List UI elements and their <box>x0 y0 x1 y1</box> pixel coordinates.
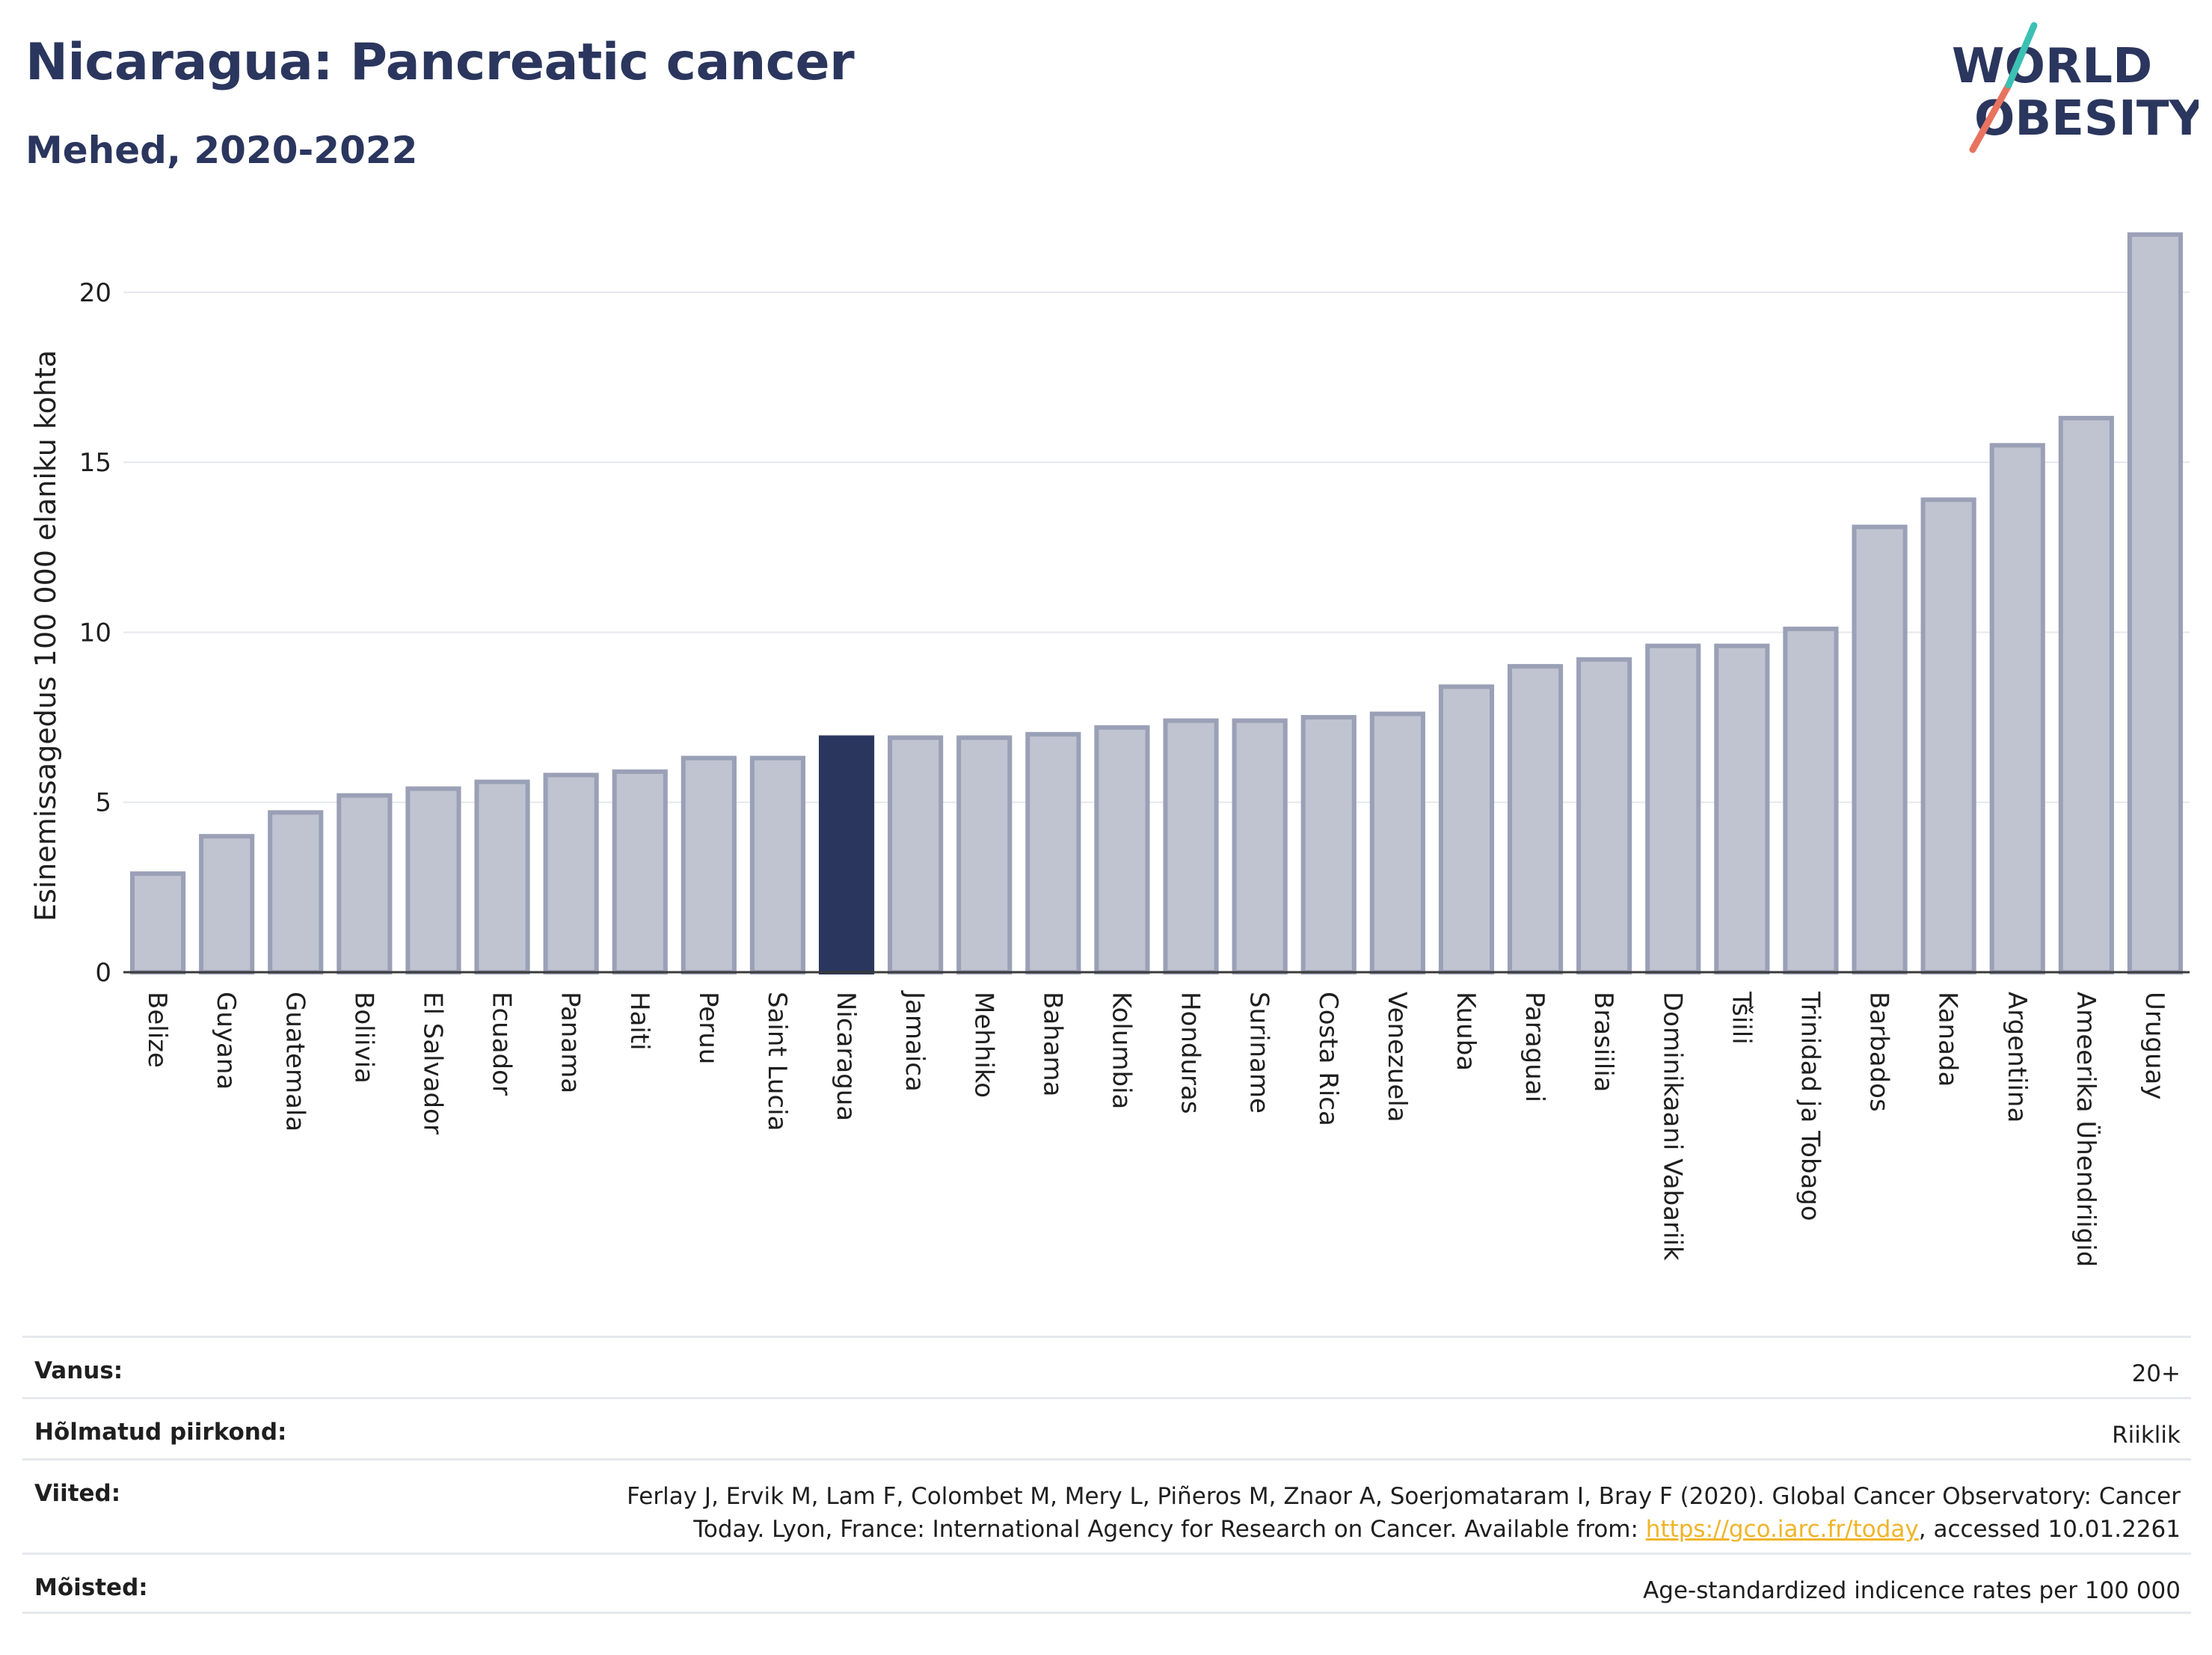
y-tick-label: 10 <box>79 618 111 648</box>
x-tick-label: Ecuador <box>487 992 517 1096</box>
bar-venezuela[interactable] <box>1369 711 1425 975</box>
bar-boliivia[interactable] <box>337 793 393 974</box>
bar-ecuador[interactable] <box>474 779 530 975</box>
x-tick-label: Guatemala <box>280 992 310 1132</box>
x-tick-label: Barbados <box>1864 992 1894 1112</box>
bar-costa-rica[interactable] <box>1300 715 1357 974</box>
y-axis-label: Esinemissagedus 100 000 elaniku kohta <box>29 350 62 921</box>
bar-haiti[interactable] <box>612 769 668 975</box>
meta-label-region: Hõlmatud piirkond: <box>34 1419 287 1446</box>
bar-trinidad-ja-tobago[interactable] <box>1783 626 1839 975</box>
x-axis-labels: Belize Guyana Guatemala Boliivia El Salvador… <box>142 990 2169 1267</box>
x-tick-label: Trinidad ja Tobago <box>1795 991 1825 1221</box>
bar-barbados[interactable] <box>1852 524 1908 974</box>
bar-guyana[interactable] <box>199 834 255 974</box>
bar-saint-lucia[interactable] <box>749 755 806 974</box>
bar-el-salvador[interactable] <box>405 786 461 974</box>
logo-line1: WORLD <box>1952 39 2152 94</box>
bar-suriname[interactable] <box>1232 718 1288 974</box>
bar-guatemala[interactable] <box>268 810 324 975</box>
x-tick-label: Venezuela <box>1382 992 1412 1123</box>
logo-slash-teal <box>2005 22 2038 89</box>
bar-paraguai[interactable] <box>1507 663 1564 975</box>
bar-panama[interactable] <box>543 773 599 974</box>
meta-value-age: 20+ <box>2131 1360 2181 1387</box>
meta-label-definitions: Mõisted: <box>34 1574 148 1601</box>
bar-argentiina[interactable] <box>1989 443 2045 974</box>
meta-row-references: Viited: Ferlay J, Ervik M, Lam F, Colomb… <box>22 1458 2191 1553</box>
x-tick-label: Kuuba <box>1451 992 1481 1071</box>
x-tick-label: Paraguai <box>1520 992 1549 1102</box>
meta-row-age: Vanus: 20+ <box>22 1336 2191 1397</box>
x-tick-label: Costa Rica <box>1313 992 1343 1126</box>
x-tick-label: Argentiina <box>2002 992 2032 1123</box>
bar-mehhiko[interactable] <box>956 735 1013 974</box>
meta-label-age: Vanus: <box>34 1357 123 1384</box>
reference-accessed: , accessed 10.01.2261 <box>1918 1516 2181 1543</box>
y-tick-label: 0 <box>95 958 111 988</box>
meta-value-references: Ferlay J, Ervik M, Lam F, Colombet M, Me… <box>550 1480 2181 1546</box>
x-tick-label: Dominikaani Vabariik <box>1657 992 1687 1261</box>
x-tick-label: Belize <box>142 992 172 1068</box>
gridlines <box>123 291 2190 803</box>
x-tick-label: Kanada <box>1933 992 1963 1087</box>
x-tick-label: Kolumbia <box>1106 992 1136 1109</box>
bars <box>129 232 2184 975</box>
meta-row-region: Hõlmatud piirkond: Riiklik <box>22 1397 2191 1458</box>
bar-kuuba[interactable] <box>1438 684 1495 974</box>
bar-dominikaani-vabariik[interactable] <box>1645 643 1701 974</box>
x-tick-label: Nicaragua <box>831 992 861 1121</box>
chart-subtitle: Mehed, 2020-2022 <box>25 129 418 172</box>
x-tick-label: Brasiilia <box>1588 992 1618 1092</box>
x-tick-label: Boliivia <box>348 992 378 1084</box>
x-tick-label: Ameerika Ühendriigid <box>2071 992 2101 1267</box>
logo-line2: OBESITY <box>1974 91 2199 147</box>
reference-text: Ferlay J, Ervik M, Lam F, Colombet M, Me… <box>627 1483 2181 1543</box>
bar-bahama[interactable] <box>1025 731 1081 974</box>
bar-tšiili[interactable] <box>1714 643 1770 974</box>
metadata-table: Vanus: 20+ Hõlmatud piirkond: Riiklik Vi… <box>22 1336 2191 1614</box>
logo-slash-red <box>1969 82 2012 153</box>
meta-value-region: Riiklik <box>2112 1422 2181 1449</box>
x-tick-label: Suriname <box>1244 992 1274 1114</box>
x-tick-label: Peruu <box>693 992 723 1064</box>
x-tick-label: Panama <box>556 992 586 1093</box>
bar-ameerika-ühendriigid[interactable] <box>2058 416 2114 974</box>
y-tick-label: 20 <box>79 278 111 308</box>
bar-brasiilia[interactable] <box>1576 657 1632 974</box>
meta-value-definitions: Age-standardized indicence rates per 100… <box>1643 1577 2181 1604</box>
y-tick-label: 15 <box>79 448 111 478</box>
reference-link[interactable]: https://gco.iarc.fr/today <box>1645 1516 1919 1543</box>
bar-jamaica[interactable] <box>888 735 944 974</box>
bar-peruu[interactable] <box>681 755 737 974</box>
bar-belize[interactable] <box>129 871 186 974</box>
x-tick-label: El Salvador <box>417 992 447 1134</box>
bar-kanada[interactable] <box>1920 497 1976 974</box>
x-tick-label: Guyana <box>211 992 241 1090</box>
x-tick-label: Mehhiko <box>968 992 998 1098</box>
bar-uruguay[interactable] <box>2127 232 2184 974</box>
meta-label-references: Viited: <box>34 1480 121 1507</box>
bar-chart: 0 5 10 15 20 Belize Guyana Guatemala Boliivia El… <box>29 232 2190 1267</box>
bar-kolumbia[interactable] <box>1094 725 1150 975</box>
x-tick-label: Saint Lucia <box>762 992 792 1131</box>
bar-honduras[interactable] <box>1163 718 1219 974</box>
x-tick-label: Tšiili <box>1726 991 1756 1045</box>
bar-nicaragua[interactable] <box>818 735 875 974</box>
x-tick-label: Haiti <box>624 992 654 1051</box>
meta-row-definitions: Mõisted: Age-standardized indicence rate… <box>22 1553 2191 1614</box>
x-tick-label: Jamaica <box>900 990 930 1092</box>
x-tick-label: Uruguay <box>2139 992 2169 1100</box>
y-tick-label: 5 <box>95 788 111 818</box>
chart-title: Nicaragua: Pancreatic cancer <box>25 33 855 92</box>
y-axis-ticks: 0 5 10 15 20 <box>79 278 111 988</box>
x-tick-label: Honduras <box>1176 992 1205 1114</box>
x-tick-label: Bahama <box>1037 992 1067 1097</box>
world-obesity-logo: WORLD OBESITY <box>1952 22 2199 153</box>
